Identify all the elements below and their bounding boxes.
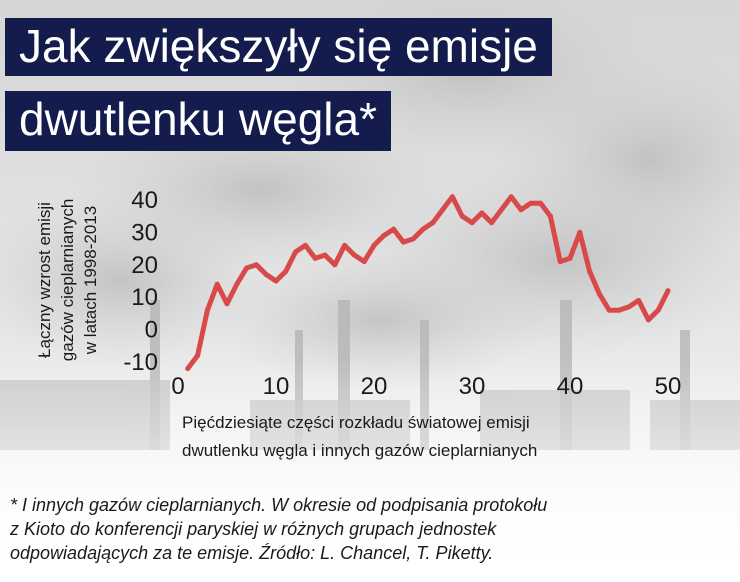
data-point — [195, 353, 201, 359]
y-tick-label: 10 — [131, 284, 158, 311]
data-point — [665, 288, 671, 294]
footnote-line-3: odpowiadających za te emisje. Źródło: L.… — [10, 543, 494, 563]
data-point — [214, 281, 220, 287]
data-point — [508, 194, 514, 200]
y-axis-label-line-2: gazów cieplarnianych — [58, 199, 77, 362]
data-point — [538, 200, 544, 206]
x-axis-label-line-2: dwutlenku węgla i innych gazów cieplarni… — [182, 441, 537, 460]
data-point — [440, 207, 446, 213]
data-point — [479, 210, 485, 216]
data-point — [244, 265, 250, 271]
y-tick-label: 20 — [131, 252, 158, 279]
y-tick-labels: -10 0 10 20 30 40 — [123, 187, 158, 376]
data-point — [449, 194, 455, 200]
data-point — [430, 220, 436, 226]
data-point — [224, 301, 230, 307]
data-point — [283, 268, 289, 274]
data-point — [567, 255, 573, 261]
data-point — [293, 249, 299, 255]
data-point — [410, 236, 416, 242]
footnote: * I innych gazów cieplarnianych. W okres… — [10, 493, 730, 565]
title-line-1: Jak zwiększyły się emisje — [5, 18, 552, 76]
x-tick-label: 0 — [171, 373, 184, 400]
data-point — [469, 220, 475, 226]
data-point — [185, 365, 191, 371]
data-point — [636, 297, 642, 303]
x-tick-label: 40 — [557, 373, 584, 400]
data-point — [332, 262, 338, 268]
data-point — [528, 200, 534, 206]
data-point — [234, 281, 240, 287]
x-tick-label: 20 — [361, 373, 388, 400]
x-tick-label: 30 — [459, 373, 486, 400]
data-point — [204, 307, 210, 313]
x-tick-label: 50 — [655, 373, 682, 400]
emissions-series-line — [185, 194, 671, 371]
data-point — [547, 213, 553, 219]
data-point — [342, 242, 348, 248]
data-point — [489, 220, 495, 226]
data-point — [391, 226, 397, 232]
data-point — [587, 268, 593, 274]
y-axis-label-line-1: Łączny wzrost emisji — [35, 202, 54, 358]
data-point — [459, 213, 465, 219]
data-point — [361, 259, 367, 265]
data-point — [263, 272, 269, 278]
data-point — [498, 207, 504, 213]
y-tick-label: 30 — [131, 219, 158, 246]
y-tick-label: -10 — [123, 349, 158, 376]
y-axis-label: Łączny wzrost emisji gazów cieplarnianyc… — [35, 199, 100, 362]
y-tick-label: 0 — [145, 317, 158, 344]
data-point — [557, 259, 563, 265]
data-point — [371, 242, 377, 248]
data-point — [626, 304, 632, 310]
footnote-line-1: * I innych gazów cieplarnianych. W okres… — [10, 495, 548, 515]
y-axis-label-line-3: w latach 1998-2013 — [81, 206, 100, 355]
x-tick-label: 10 — [263, 373, 290, 400]
data-point — [400, 239, 406, 245]
data-point — [322, 252, 328, 258]
data-points — [185, 194, 671, 371]
y-tick-label: 40 — [131, 187, 158, 214]
data-point — [302, 242, 308, 248]
data-point — [351, 252, 357, 258]
data-point — [253, 262, 259, 268]
data-point — [312, 255, 318, 261]
x-axis-label-line-1: Pięćdziesiąte części rozkładu światowej … — [182, 413, 530, 432]
data-point — [381, 233, 387, 239]
x-tick-labels: 0 10 20 30 40 50 — [171, 373, 681, 400]
data-point — [655, 307, 661, 313]
data-point — [645, 317, 651, 323]
data-point — [420, 226, 426, 232]
title-line-2: dwutlenku węgla* — [5, 91, 392, 151]
data-point — [273, 278, 279, 284]
data-point — [518, 207, 524, 213]
data-point — [606, 307, 612, 313]
data-point — [596, 291, 602, 297]
data-point — [616, 307, 622, 313]
footnote-line-2: z Kioto do konferencji paryskiej w różny… — [10, 519, 497, 539]
data-point — [577, 229, 583, 235]
